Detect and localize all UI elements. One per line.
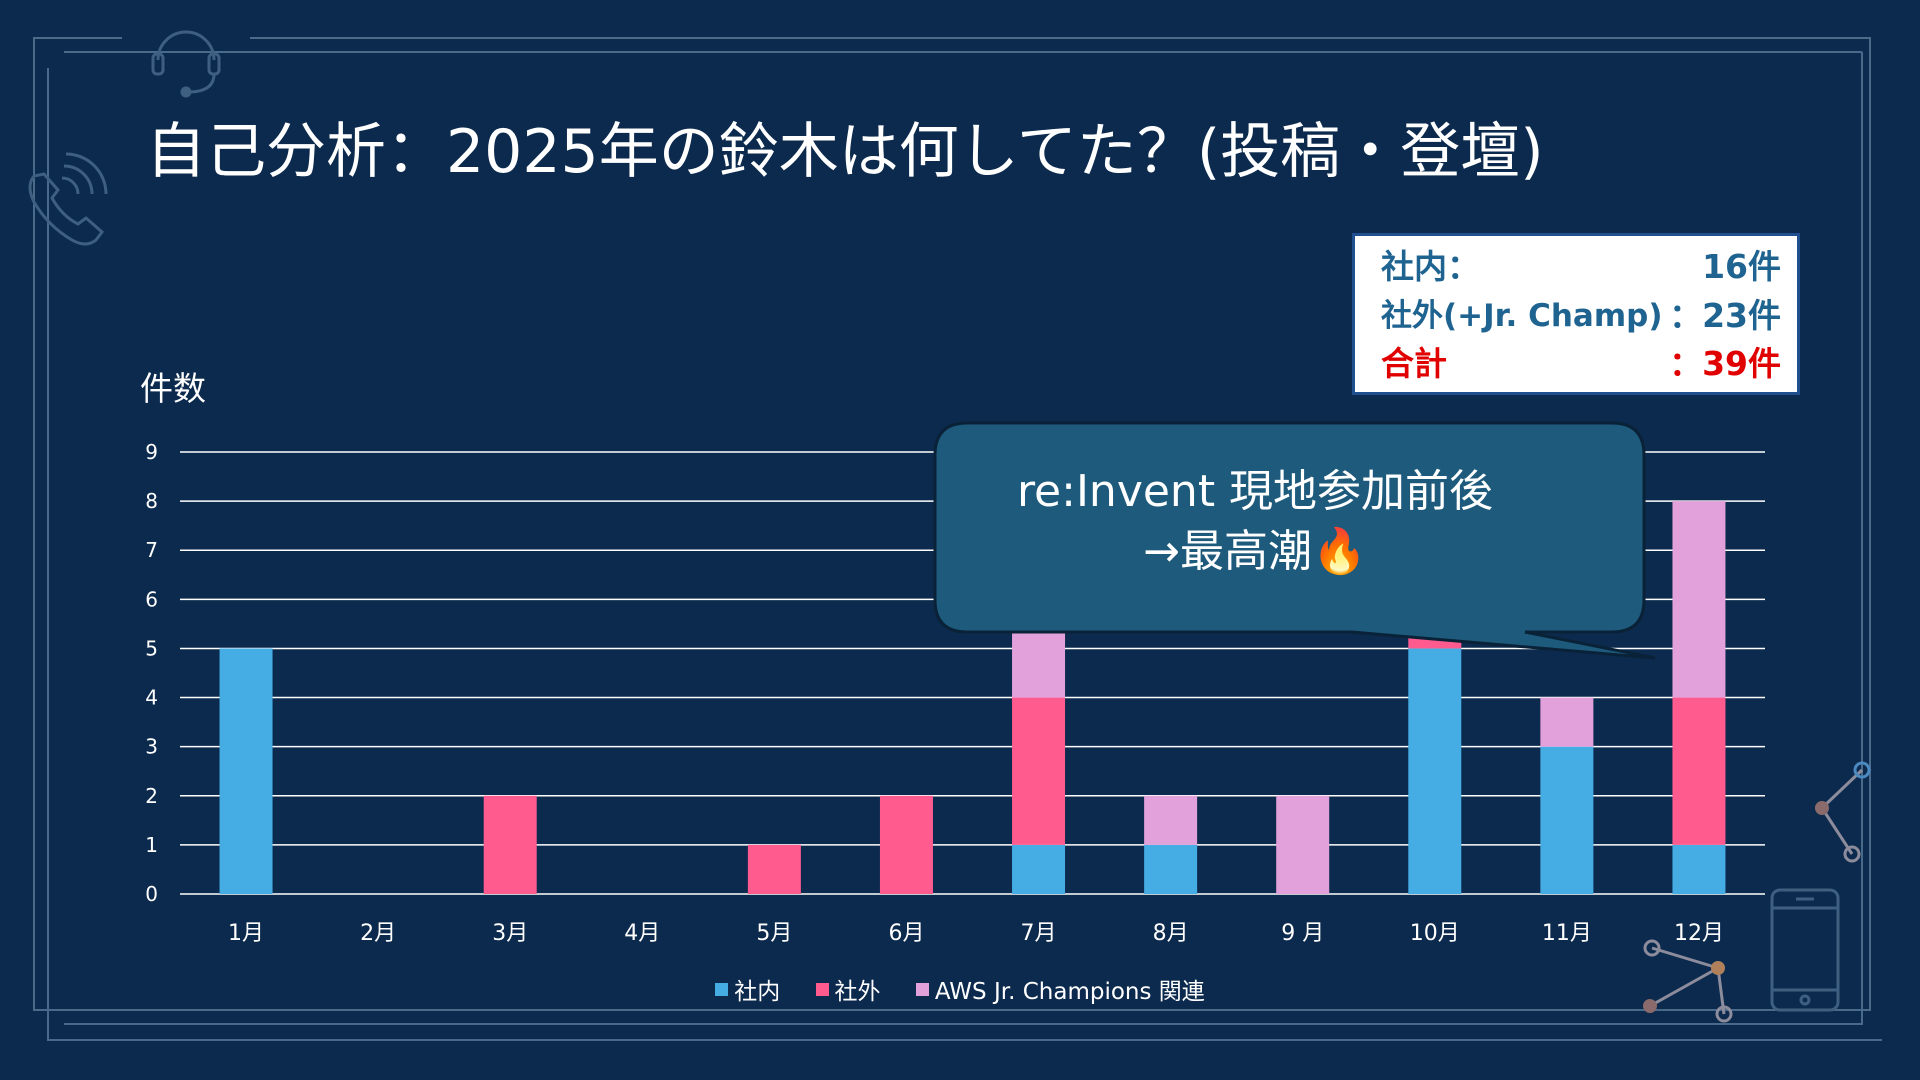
legend-item-external: 社外 xyxy=(815,972,881,1006)
bar-segment-internal xyxy=(1408,648,1462,894)
bar-segment-external xyxy=(483,795,537,894)
x-axis-ticks: 1月 2月 3月 4月 5月 6月 7月 8月 9 月 10月 11月 12月 xyxy=(228,921,1724,946)
chart-legend: 社内 社外 AWS Jr. Champions 関連 xyxy=(0,972,1920,1006)
summary-row-external: 社外(+Jr. Champ) ：23件 xyxy=(1381,293,1781,339)
frame-inner-left xyxy=(47,68,1882,1041)
callout-bubble xyxy=(933,421,1656,660)
bar-segment-internal xyxy=(219,648,273,894)
slide-frame xyxy=(33,37,1882,1041)
summary-row-total: 合計 ：39件 xyxy=(1381,341,1781,387)
y-tick-label: 6 xyxy=(145,587,158,611)
x-tick-label: 6月 xyxy=(888,921,924,946)
y-axis-ticks: 0 1 2 3 4 5 6 7 8 9 xyxy=(145,440,158,906)
slide-title: 自己分析：2025年の鈴木は何してた？(投稿・登壇) xyxy=(146,117,1544,187)
bar-segment-internal xyxy=(1012,844,1066,894)
y-tick-label: 0 xyxy=(145,882,158,906)
headset-icon xyxy=(151,30,221,98)
y-tick-label: 2 xyxy=(145,784,158,808)
x-tick-label: 5月 xyxy=(756,921,792,946)
bar-segment-external xyxy=(1672,697,1726,845)
summary-external-value: ：23件 xyxy=(1669,296,1781,335)
legend-label-internal: 社内 xyxy=(734,979,781,1005)
legend-label-jr-champions: AWS Jr. Champions 関連 xyxy=(934,979,1205,1005)
callout-line-2: →最高潮 xyxy=(1143,526,1313,577)
legend-swatch-external xyxy=(815,982,829,996)
y-tick-label: 7 xyxy=(145,538,158,562)
summary-external-label: 社外(+Jr. Champ) xyxy=(1381,298,1663,334)
x-tick-label: 9 月 xyxy=(1281,921,1324,946)
bar-segment-jr-champions xyxy=(1540,697,1594,747)
legend-swatch-jr-champions xyxy=(915,982,929,996)
x-tick-label: 4月 xyxy=(624,921,660,946)
bar-segment-external xyxy=(879,795,933,894)
phone-icon xyxy=(28,152,108,246)
bar-segment-internal xyxy=(1672,844,1726,894)
y-tick-label: 8 xyxy=(145,489,158,513)
summary-internal-label: 社内： xyxy=(1381,247,1480,286)
network-icon-right xyxy=(1815,761,1871,863)
x-tick-label: 11月 xyxy=(1542,921,1592,946)
callout-text: re:Invent 現地参加前後 →最高潮🔥 xyxy=(935,462,1575,582)
summary-box: 社内： 16件 社外(+Jr. Champ) ：23件 合計 ：39件 xyxy=(1352,233,1800,395)
callout-line-2-wrap: →最高潮🔥 xyxy=(935,522,1575,582)
bar-segment-jr-champions xyxy=(1144,795,1198,845)
summary-total-label: 合計 xyxy=(1381,344,1447,383)
y-tick-label: 4 xyxy=(145,686,158,710)
fire-icon: 🔥 xyxy=(1312,526,1367,577)
legend-item-jr-champions: AWS Jr. Champions 関連 xyxy=(915,972,1205,1006)
bar-segment-jr-champions xyxy=(1672,501,1726,698)
summary-internal-value: 16件 xyxy=(1702,247,1781,286)
legend-item-internal: 社内 xyxy=(715,972,780,1006)
y-tick-label: 9 xyxy=(145,440,158,464)
bar-segment-jr-champions xyxy=(1276,795,1330,894)
summary-total-value: ：39件 xyxy=(1669,344,1781,383)
y-axis-title: 件数 xyxy=(140,369,206,408)
legend-swatch-internal xyxy=(715,982,729,996)
y-tick-label: 5 xyxy=(145,636,158,660)
summary-row-internal: 社内： 16件 xyxy=(1381,244,1781,290)
smartphone-icon xyxy=(1770,888,1840,1012)
x-tick-label: 8月 xyxy=(1153,921,1189,946)
y-tick-label: 3 xyxy=(145,735,158,759)
bar-segment-external xyxy=(747,844,801,894)
x-tick-label: 2月 xyxy=(360,921,396,946)
frame-inner-right xyxy=(64,52,1863,1025)
bar-segment-internal xyxy=(1144,844,1198,894)
x-tick-label: 12月 xyxy=(1674,921,1724,946)
bar-segment-internal xyxy=(1540,746,1594,894)
network-icon-bottom xyxy=(1643,939,1733,1023)
x-tick-label: 10月 xyxy=(1410,921,1460,946)
frame-outer xyxy=(33,37,1871,1011)
legend-label-external: 社外 xyxy=(834,979,881,1005)
callout-line-1: re:Invent 現地参加前後 xyxy=(1016,466,1494,517)
x-tick-label: 3月 xyxy=(492,921,528,946)
bar-segment-external xyxy=(1012,697,1066,845)
x-tick-label: 7月 xyxy=(1021,921,1057,946)
x-tick-label: 1月 xyxy=(228,921,264,946)
chart-bars xyxy=(219,501,1726,894)
y-tick-label: 1 xyxy=(145,833,158,857)
